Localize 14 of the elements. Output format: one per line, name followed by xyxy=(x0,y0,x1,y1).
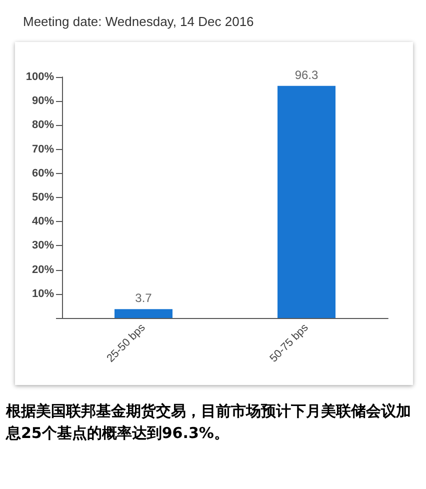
y-tick-label: 20% xyxy=(32,264,54,276)
y-tick-label: 90% xyxy=(32,95,54,108)
y-tick-label: 100% xyxy=(26,71,54,83)
y-tick-label: 40% xyxy=(32,216,54,228)
text: 根据美国联邦基金期货交易，目前市场预计下月美联储会议加息25个基点的概率达到96.3%。 xyxy=(6,401,412,444)
y-tick-label: 70% xyxy=(32,143,54,156)
data-label: 96.3 xyxy=(294,68,318,82)
y-tick-label: 80% xyxy=(32,119,54,132)
y-tick-label: 30% xyxy=(32,240,54,252)
chart-title: Meeting date: Wednesday, 14 Dec 2016 xyxy=(23,14,254,29)
data-label: 3.7 xyxy=(135,291,152,306)
y-tick-label: 10% xyxy=(32,288,54,300)
y-tick-label: 60% xyxy=(32,167,54,180)
y-tick-label: 50% xyxy=(32,192,54,204)
